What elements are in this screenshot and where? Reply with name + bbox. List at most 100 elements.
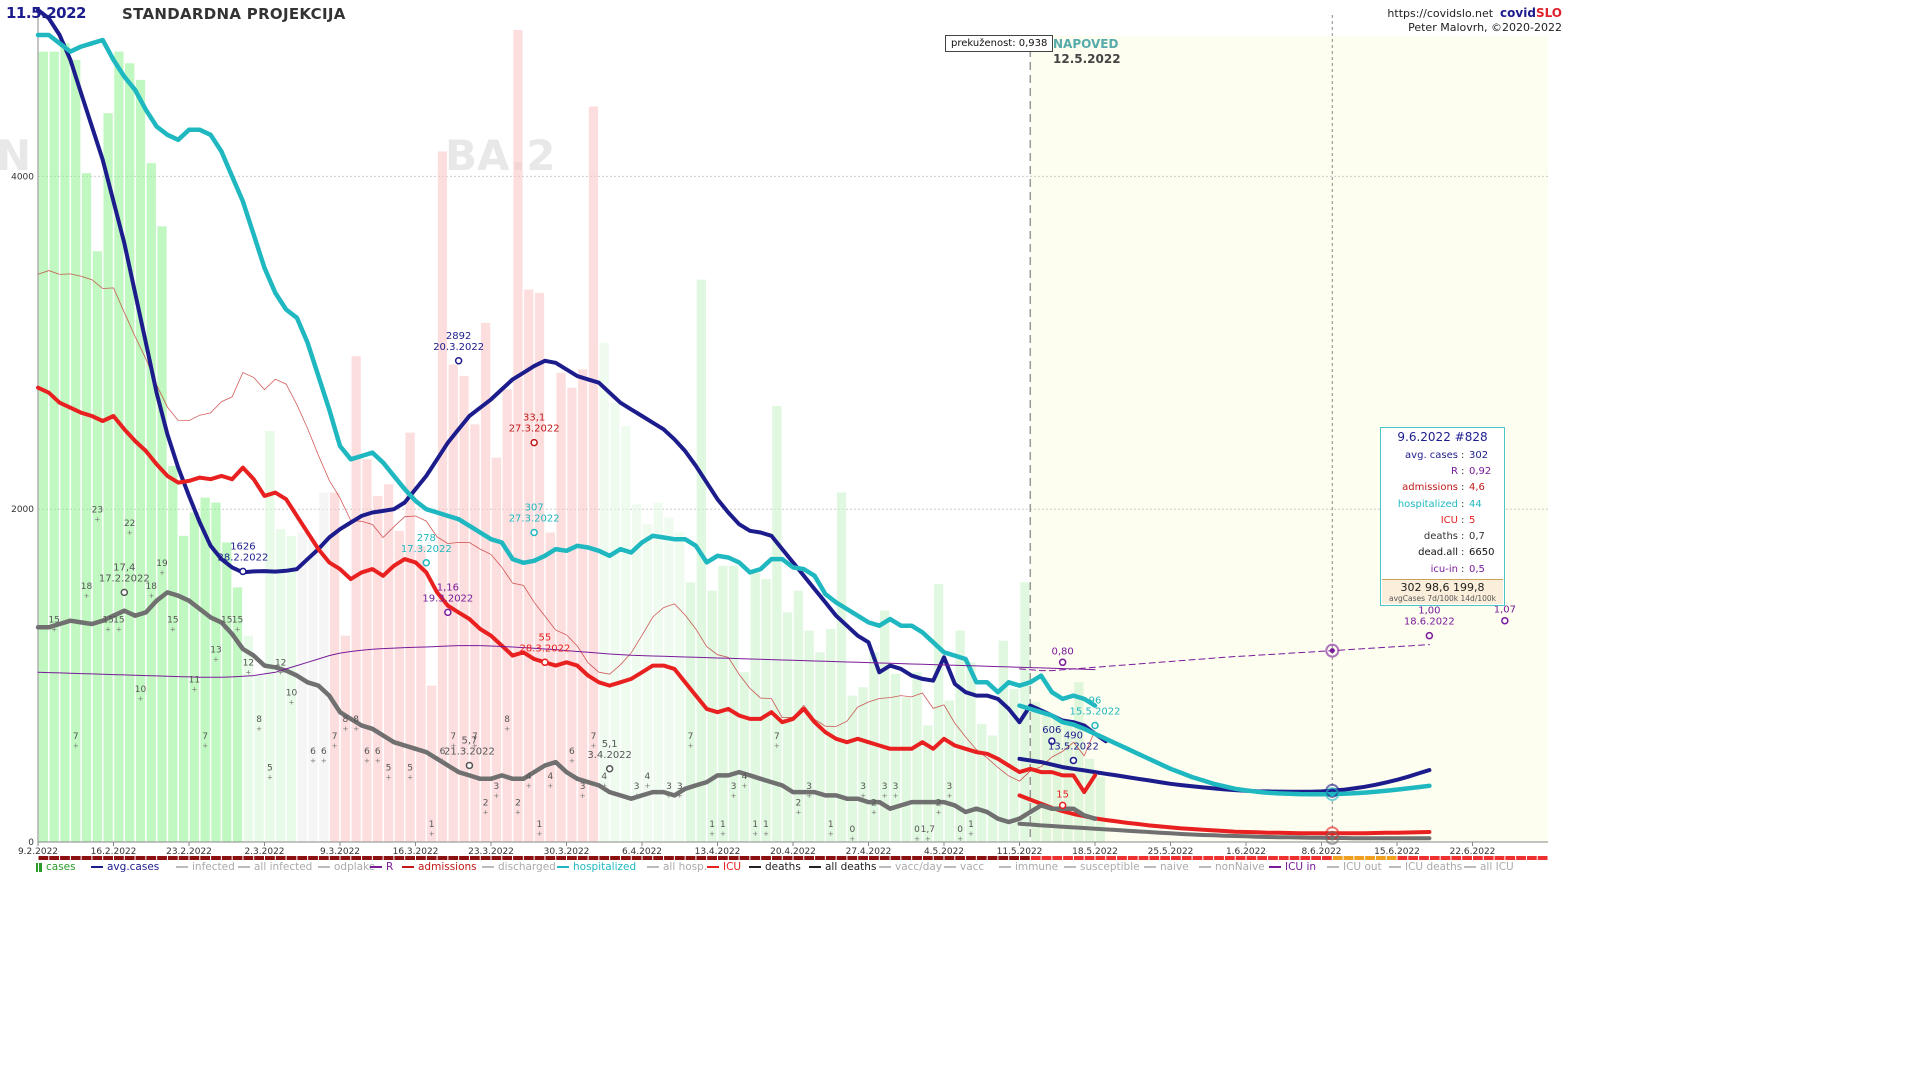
y-tick-label: 2000 [11,505,34,515]
death-count-label: 18 [146,582,158,592]
info-row: ICU:5 [1381,512,1504,528]
legend-item[interactable]: deaths [749,861,801,873]
legend-item[interactable]: discharged [482,861,556,873]
date-strip-cell [1494,856,1505,860]
death-count-label: 4 [601,772,607,782]
annotation-point [605,765,614,773]
date-strip-cell [955,856,966,860]
legend-item[interactable]: naive [1144,861,1189,873]
legend-label: all infected [254,861,313,873]
legend-item[interactable]: infected [176,861,235,873]
cases-bar [1063,720,1073,842]
legend-item[interactable]: vacc [944,861,984,873]
death-count-label: 1 [720,820,726,830]
date-strip-cell [1278,856,1289,860]
date-strip-cell [588,856,599,860]
line-swatch-icon [809,866,821,868]
death-cross-icon: + [515,808,521,816]
death-cross-icon: + [116,625,122,633]
death-count-label: 3 [580,782,586,792]
date-strip-cell [297,856,308,860]
legend-item[interactable]: odplake [318,861,375,873]
cases-bar [750,572,760,842]
death-cross-icon: + [666,792,672,800]
date-strip-cell [1268,856,1278,860]
legend-item[interactable]: immune [999,861,1058,873]
marker-dot [1329,835,1335,841]
info-row-value: 4,6 [1469,482,1485,494]
death-cross-icon: + [742,782,748,790]
death-cross-icon: + [763,830,769,838]
date-strip-cell [81,856,92,860]
info-box-footer-main: 302 98,6 199,8 [1400,581,1485,595]
annotation-value: 55 [539,632,552,643]
death-cross-icon: + [547,782,553,790]
legend-item[interactable]: susceptible [1064,861,1140,873]
date-strip-cell [1289,856,1300,860]
legend-item[interactable]: ICU in [1269,861,1316,873]
death-count-label: 10 [135,685,147,695]
cases-bar [815,652,825,842]
death-cross-icon: + [440,757,446,765]
date-strip-cell [1419,856,1429,860]
legend-item[interactable]: ICU out [1327,861,1382,873]
death-cross-icon: + [688,742,694,750]
date-strip-cell [869,856,879,860]
death-count-label: 7 [774,732,780,742]
date-strip-cell [966,856,976,860]
cases-bar [92,251,102,842]
legend-item[interactable]: ICU [707,861,741,873]
line-swatch-icon [402,866,414,868]
legend-item[interactable]: avg.cases [91,861,159,873]
death-cross-icon: + [84,592,90,600]
legend-item[interactable]: vacc/day [879,861,942,873]
legend-item[interactable]: all deaths [809,861,876,873]
legend-item[interactable]: all ICU [1464,861,1514,873]
cases-bar [329,492,340,842]
death-cross-icon: + [256,725,262,733]
cases-bar [890,673,901,842]
x-tick-label: 18.5.2022 [1072,847,1118,857]
legend-item[interactable]: all hosp. [647,861,707,873]
legend-label: infected [192,861,235,873]
annotation-value: 2892 [446,331,471,342]
x-tick-label: 30.3.2022 [544,847,590,857]
legend-item[interactable]: ICU deaths [1389,861,1462,873]
line-swatch-icon [1327,866,1339,868]
legend-label: ICU [723,861,742,873]
annotation-date: 20.3.2022 [433,342,484,353]
date-strip-cell [718,856,728,860]
legend-label: all deaths [825,861,877,873]
cases-bar [427,685,437,842]
x-tick-label: 25.5.2022 [1148,847,1194,857]
marker-point [1325,787,1340,802]
legend-item[interactable]: nonNaive [1199,861,1265,873]
death-labels: 15+7+18+23+15+15+22+10+18+19+15+11+7+13+… [48,506,974,843]
annotation-value: 1,00 [1418,606,1440,617]
death-count-label: 3 [677,782,683,792]
death-cross-icon: + [871,808,877,816]
date-strip-cell [1041,856,1052,860]
annotation-date: 13.5.2022 [1048,741,1099,752]
legend-item[interactable]: hospitalized [557,861,636,873]
legend-item[interactable]: admissions [402,861,477,873]
info-row: hospitalized:44 [1381,496,1504,512]
legend-item[interactable]: R [370,861,393,873]
date-strip-cell [1300,856,1311,860]
cases-bar [383,484,394,842]
line-swatch-icon [370,866,382,868]
death-cross-icon: + [882,792,888,800]
legend-item[interactable]: all infected [238,861,312,873]
date-strip-cell [372,856,383,860]
x-tick-label: 16.3.2022 [393,847,439,857]
date-strip-cell [1106,856,1117,860]
site-link[interactable]: https://covidslo.net [1387,7,1494,20]
legend-item[interactable]: cases [36,861,76,873]
cases-bar [146,163,156,842]
cases-bar [1009,688,1019,842]
annotation-date: 21.3.2022 [444,746,495,757]
date-strip-cell [103,856,113,860]
death-count-label: 7 [73,732,79,742]
legend-label: cases [46,861,76,873]
annotation-value: 307 [525,502,544,513]
